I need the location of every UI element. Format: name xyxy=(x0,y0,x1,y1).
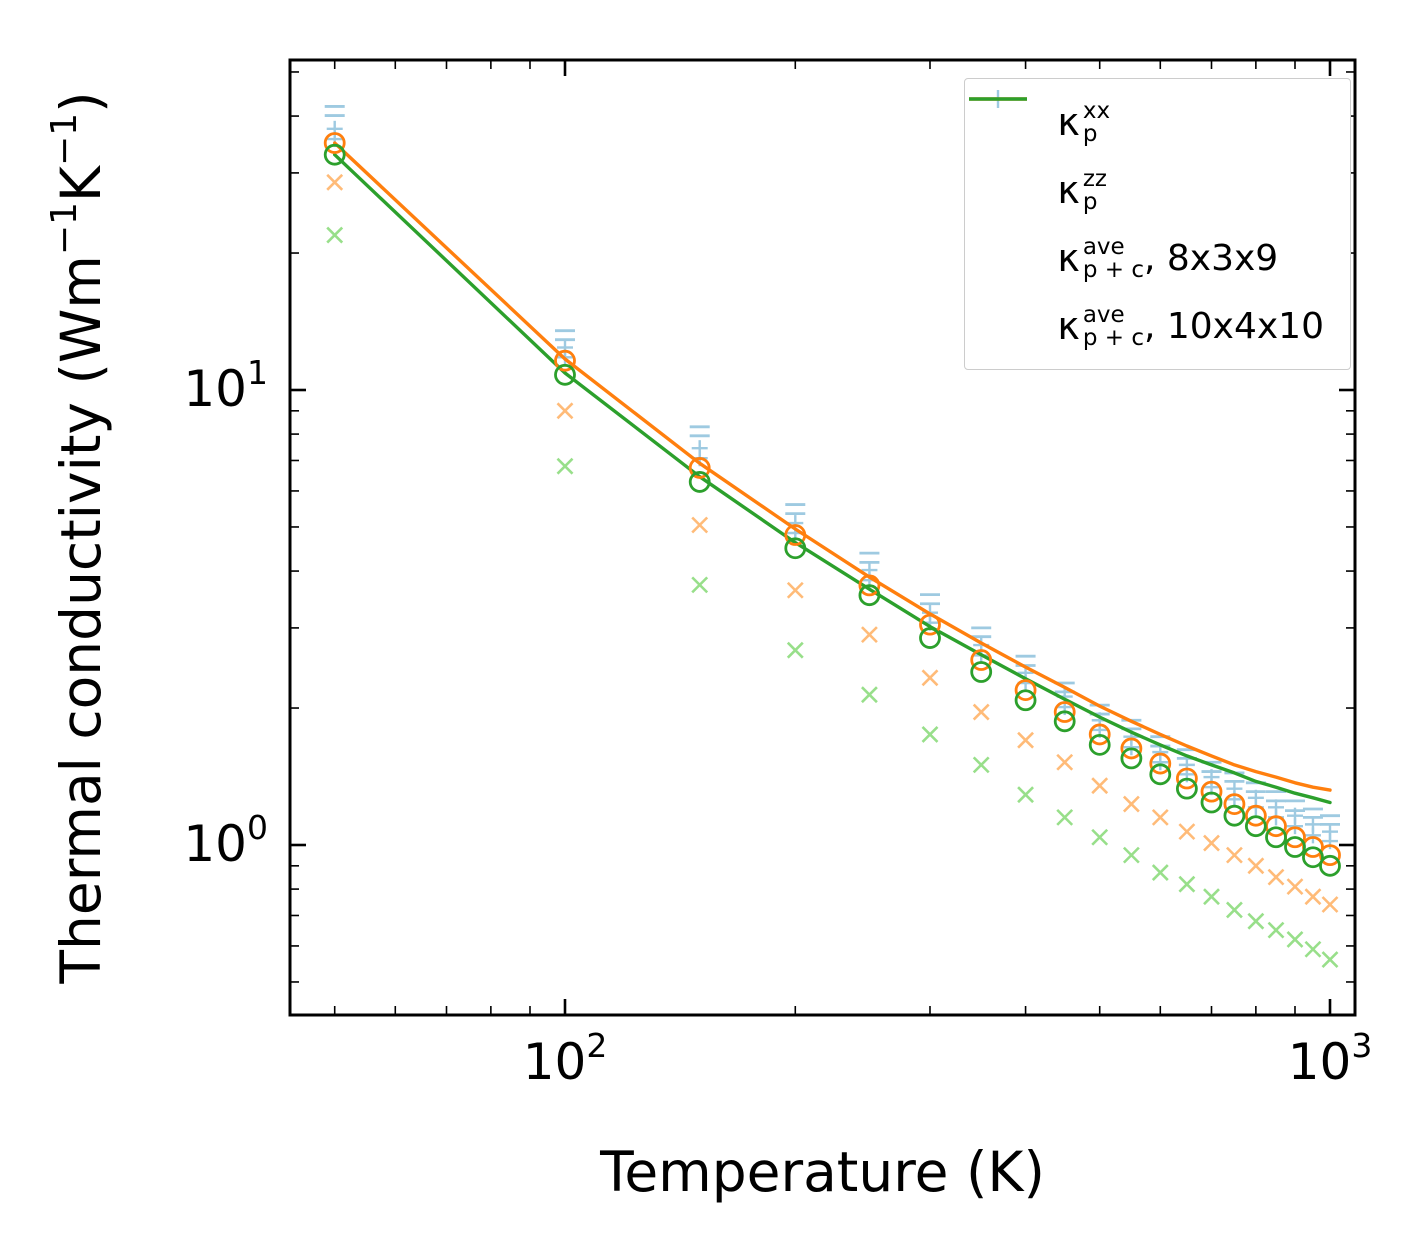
legend-label: κ ave p + c, 8x3x9 xyxy=(1057,234,1279,283)
kappa-p-plus-c-ave-10x4x10-line xyxy=(333,152,1332,805)
y-axis-label: Thermal conductivity (Wm−1K−1) xyxy=(44,91,113,984)
y-tick-label: 101 xyxy=(183,353,268,418)
legend-entry: κ ave p + c, 10x4x10 xyxy=(969,97,1324,357)
legend-label: κ xx p xyxy=(1057,98,1111,147)
x-tick-label: 103 xyxy=(1288,1026,1373,1091)
legend-label: κ ave p + c, 10x4x10 xyxy=(1057,302,1324,351)
green-circle-markers-10x4x10 xyxy=(323,143,1341,877)
x-tick-label: 102 xyxy=(523,1026,608,1091)
plot-border xyxy=(288,58,1357,1017)
legend-label: κ zz p xyxy=(1057,166,1107,215)
x-axis-label: Temperature (K) xyxy=(599,1140,1045,1204)
legend-entry: κ zz p xyxy=(981,97,1324,221)
legend-entry: κ ave p + c, 8x3x9 xyxy=(969,97,1324,289)
green-cross-markers-10x4x10 xyxy=(326,226,1339,968)
orange-cross-markers-8x3x9 xyxy=(326,173,1339,913)
chart-legend: κ xx p κ zz p κ ave p + c, 8x3x9 κ ave p + c, 10x4x… xyxy=(964,78,1351,370)
y-tick-label: 100 xyxy=(183,808,268,873)
orange-circle-markers-8x3x9 xyxy=(323,132,1341,867)
legend-entry: κ xx p xyxy=(981,90,1324,153)
kappa-p-plus-c-ave-8x3x9-line xyxy=(333,141,1332,792)
